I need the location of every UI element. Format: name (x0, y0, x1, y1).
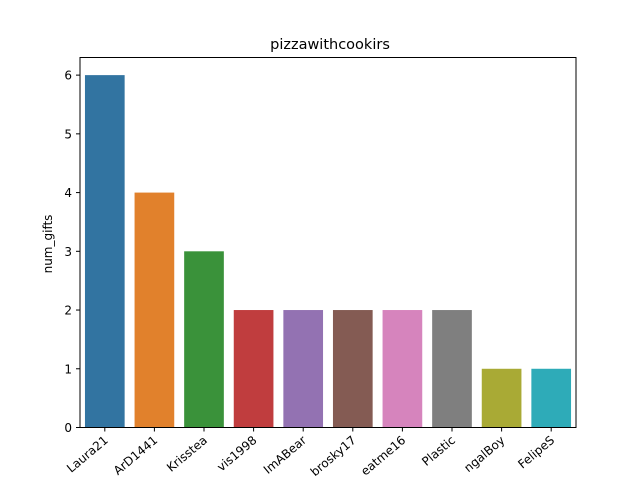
chart-title: pizzawithcookirs (270, 37, 390, 53)
bar-vis1998 (233, 310, 274, 428)
bar-Plastic (432, 310, 472, 428)
x-tick-label: eatme16 (358, 433, 408, 478)
y-ticks-group: 0 1 2 3 4 5 6 (64, 69, 80, 435)
x-ticks-group: Laura21 ArD1441 Krisstea vis1998 ImABearbros… (64, 427, 557, 479)
x-tick-label: ngalBoy (461, 433, 507, 475)
x-tick-label: FelipeS (515, 433, 557, 471)
x-tick-label: ArD1441 (111, 433, 161, 478)
bar-brosky17 (332, 310, 373, 428)
bar-ImABear (283, 310, 324, 428)
y-axis-label: num_gifts (41, 215, 55, 274)
y-tick-label: 3 (64, 245, 72, 259)
x-tick-label: ImABear (261, 433, 309, 477)
bar-Laura21 (84, 75, 125, 428)
x-tick-label: brosky17 (308, 433, 359, 479)
y-tick-label: 0 (64, 421, 72, 435)
bars-group (84, 75, 572, 428)
x-tick-label: Plastic (419, 433, 458, 469)
x-tick-label: vis1998 (214, 433, 259, 474)
y-tick-label: 6 (64, 69, 72, 83)
y-tick-label: 1 (64, 362, 72, 376)
bar-FelipeS (531, 368, 572, 428)
y-tick-label: 5 (64, 127, 72, 141)
bar-eatme16 (382, 310, 423, 428)
x-tick-label: Krisstea (164, 433, 210, 475)
y-tick-label: 2 (64, 304, 72, 318)
bar-Krisstea (184, 251, 224, 428)
bar-ArD1441 (134, 192, 175, 428)
bar-ngalBoy (481, 368, 522, 428)
x-tick-label: Laura21 (64, 433, 111, 475)
plot-frame (79, 57, 577, 428)
y-tick-label: 4 (64, 186, 72, 200)
